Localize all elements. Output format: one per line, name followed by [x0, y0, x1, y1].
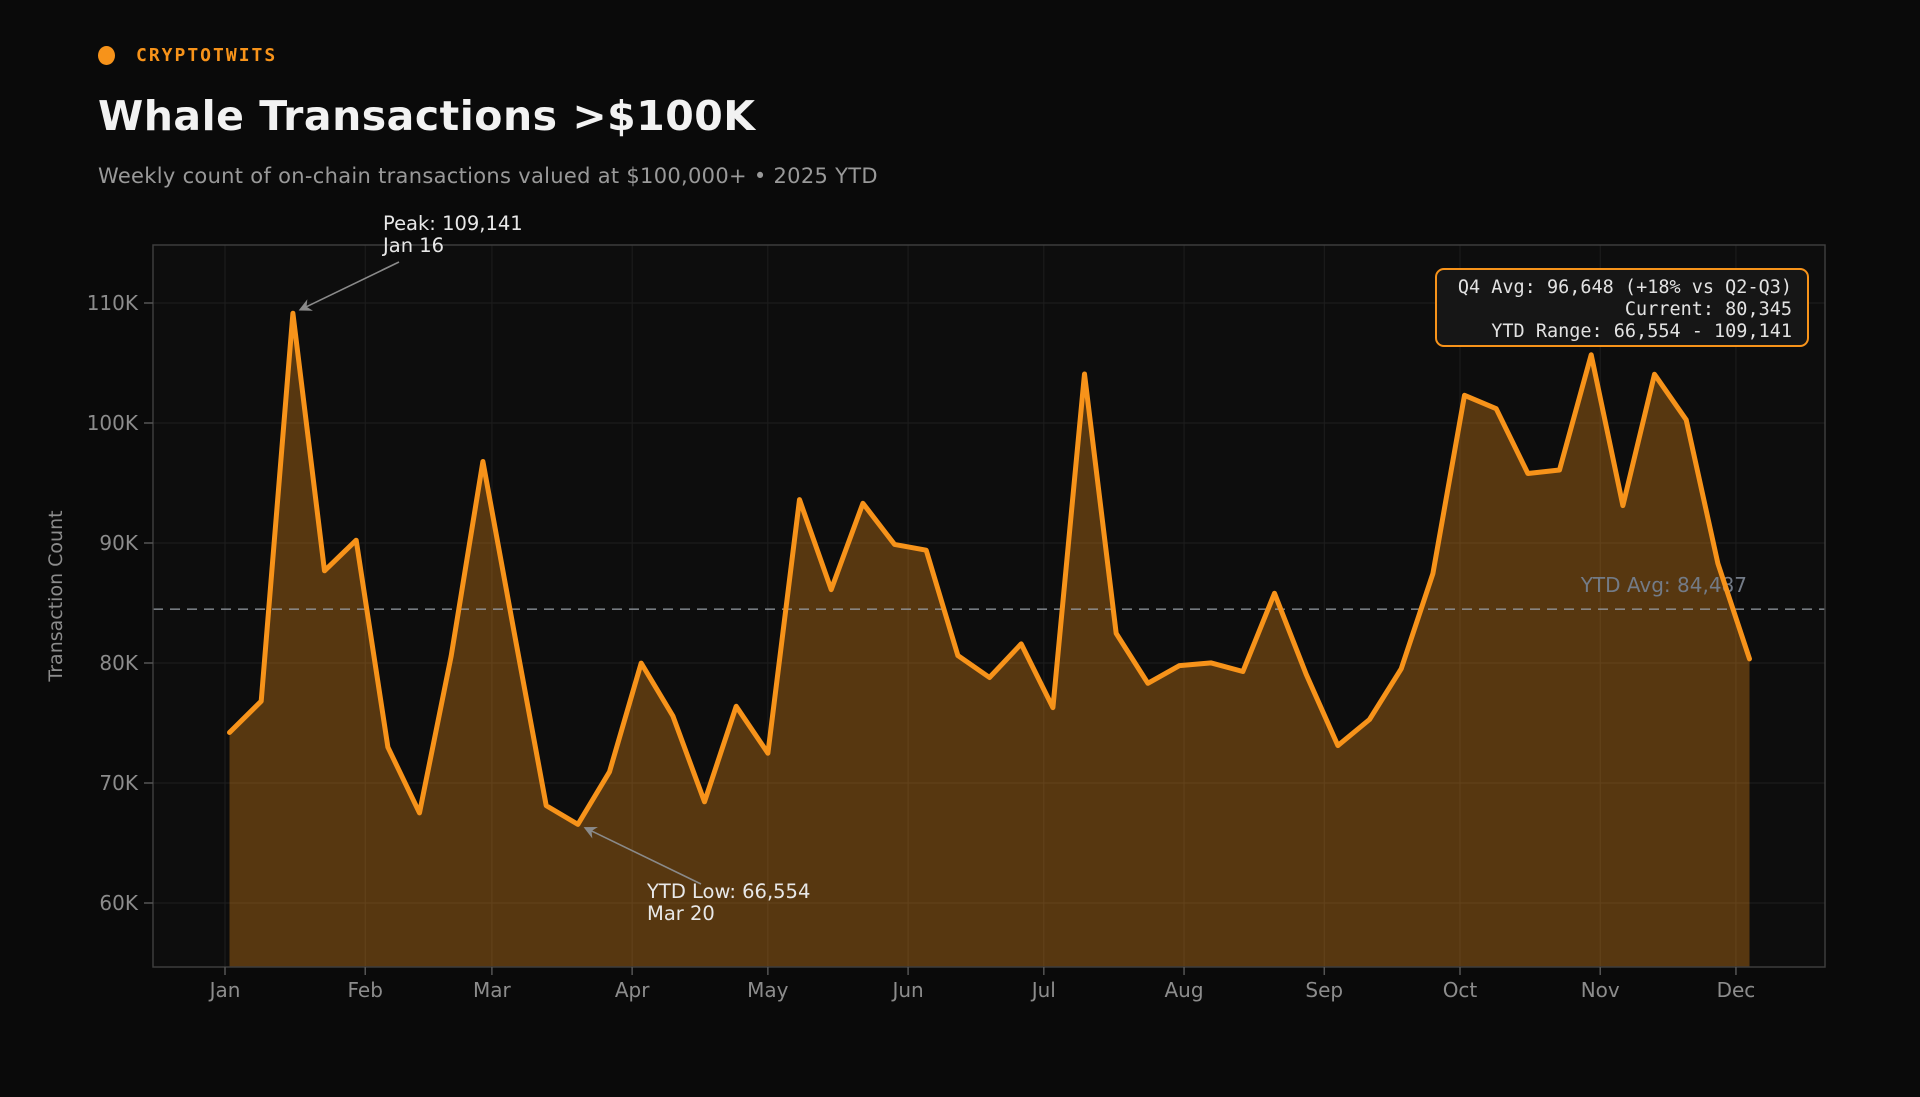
y-tick-label: 60K — [99, 891, 138, 915]
x-tick-label: May — [747, 978, 789, 1002]
stats-box-line-2: Current: 80,345 — [1625, 299, 1792, 320]
area-fill — [229, 313, 1750, 967]
low-annotation-value: YTD Low: 66,554 — [646, 880, 810, 903]
brand: CRYPTOTWITS — [98, 44, 878, 66]
x-tick-label: Jul — [1030, 978, 1056, 1002]
x-tick-label: Aug — [1165, 978, 1204, 1002]
low-annotation-arrow — [583, 826, 702, 885]
x-tick-label: Jun — [890, 978, 923, 1002]
x-tick-label: Nov — [1581, 978, 1620, 1002]
x-tick-label: Oct — [1443, 978, 1478, 1002]
peak-annotation-arrow — [298, 261, 400, 311]
x-tick-label: Jan — [208, 978, 241, 1002]
peak-annotation-value: Peak: 109,141 — [383, 212, 523, 235]
stats-box — [1435, 268, 1809, 347]
x-tick-label: Dec — [1717, 978, 1756, 1002]
y-tick-label: 90K — [99, 531, 138, 555]
page-subtitle: Weekly count of on-chain transactions va… — [98, 164, 878, 188]
x-tick-label: Apr — [615, 978, 650, 1002]
page-header: CRYPTOTWITS Whale Transactions >$100K We… — [98, 44, 878, 188]
series-line — [227, 310, 1752, 827]
stats-box-line-3: YTD Range: 66,554 - 109,141 — [1491, 321, 1792, 342]
x-tick-label: Mar — [473, 978, 512, 1002]
plot-area — [153, 245, 1825, 967]
ytd-avg-label: YTD Avg: 84,487 — [1580, 573, 1747, 597]
plot-frame — [152, 244, 1826, 968]
page-title: Whale Transactions >$100K — [98, 92, 756, 140]
y-tick-label: 70K — [99, 771, 138, 795]
y-axis-title: Transaction Count — [45, 510, 67, 682]
y-tick-label: 110K — [87, 291, 139, 315]
brand-name: CRYPTOTWITS — [136, 44, 278, 66]
y-tick-label: 80K — [99, 651, 138, 675]
peak-annotation-date: Jan 16 — [381, 234, 444, 257]
y-tick-label: 100K — [87, 411, 139, 435]
x-tick-label: Sep — [1305, 978, 1343, 1002]
low-annotation-date: Mar 20 — [647, 902, 715, 925]
brand-dot-icon — [98, 45, 115, 65]
x-tick-label: Feb — [348, 978, 383, 1002]
stats-box-line-1: Q4 Avg: 96,648 (+18% vs Q2-Q3) — [1458, 277, 1792, 298]
